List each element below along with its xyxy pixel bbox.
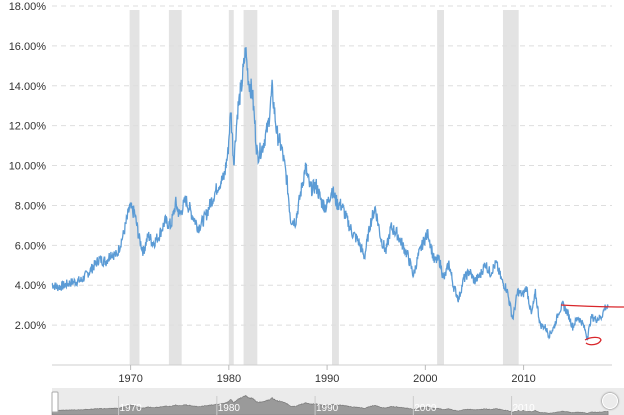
navigator[interactable]: 1970 1980 1990 2000 2010 — [51, 388, 624, 415]
navigator-tick-label: 1970 — [119, 403, 142, 414]
y-tick-label: 2.00% — [15, 320, 46, 332]
recession-band-2 — [228, 10, 234, 365]
watermark — [602, 393, 618, 409]
grid-lines — [52, 5, 612, 366]
recession-band-0 — [129, 10, 140, 365]
wechat-icon — [602, 393, 618, 409]
annotation-circle — [584, 336, 602, 346]
x-tick-label: 1980 — [217, 373, 241, 385]
y-tick-label: 10.00% — [9, 161, 47, 173]
navigator-tick-label: 2000 — [414, 403, 437, 414]
navigator-tick-label: 1990 — [316, 403, 339, 414]
y-axis: 2.00% 4.00% 6.00% 8.00% 10.00% 12.00% 14.00% 16… — [9, 1, 47, 332]
x-tick-label: 2010 — [511, 373, 535, 385]
annotation-line — [560, 304, 624, 308]
recession-band-4 — [332, 10, 339, 365]
recession-band-5 — [437, 10, 444, 365]
y-tick-label: 16.00% — [9, 41, 47, 53]
x-axis: 1970 1980 1990 2000 2010 — [118, 365, 536, 385]
y-tick-label: 8.00% — [15, 200, 46, 212]
navigator-tick-label: 1980 — [218, 403, 241, 414]
recession-band-1 — [168, 10, 182, 365]
recession-bands — [129, 10, 519, 365]
recession-band-3 — [243, 10, 258, 365]
recession-band-6 — [502, 10, 519, 365]
y-tick-label: 4.00% — [15, 280, 46, 292]
navigator-tick-label: 2010 — [512, 403, 535, 414]
x-tick-label: 1970 — [118, 373, 142, 385]
y-tick-label: 6.00% — [15, 240, 46, 252]
x-tick-label: 2000 — [413, 373, 437, 385]
y-tick-label: 18.00% — [9, 1, 47, 13]
navigator-handle-left[interactable] — [51, 391, 59, 413]
series-line — [51, 47, 609, 341]
y-tick-label: 14.00% — [9, 81, 47, 93]
navigator-area — [51, 394, 609, 415]
x-tick-label: 1990 — [315, 373, 339, 385]
y-tick-label: 12.00% — [9, 121, 47, 133]
